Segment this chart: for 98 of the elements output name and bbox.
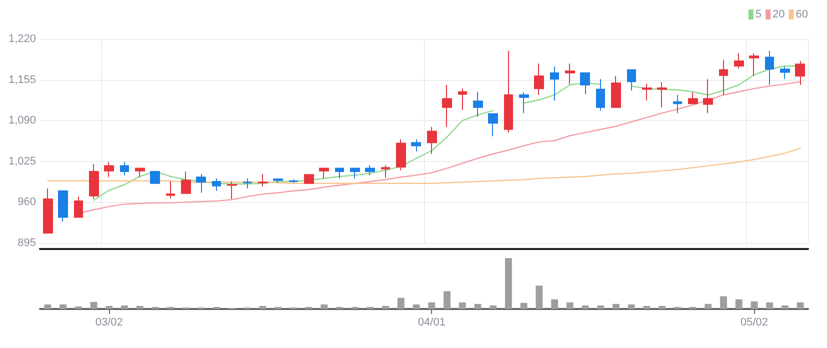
y-tick-label: 1,155	[8, 74, 36, 86]
x-tick-label: 05/02	[740, 316, 768, 328]
candlestick	[565, 62, 575, 85]
bar	[782, 305, 788, 309]
candlestick	[642, 83, 652, 102]
bar	[597, 305, 604, 309]
bar	[60, 304, 66, 309]
bar	[566, 302, 574, 309]
candlestick	[104, 162, 114, 178]
candlestick	[258, 173, 268, 188]
candlestick	[289, 179, 298, 184]
candlestick	[719, 59, 728, 96]
bar	[259, 306, 266, 309]
legend-label: 20	[772, 8, 785, 20]
bar	[444, 291, 450, 309]
candlestick	[519, 92, 529, 114]
candlestick	[734, 52, 744, 69]
candlestick	[580, 72, 590, 95]
candlestick	[765, 50, 774, 86]
candlestick	[627, 69, 636, 91]
bar	[106, 306, 113, 309]
candlestick	[550, 66, 559, 102]
candlestick	[135, 168, 145, 178]
bar	[412, 304, 420, 309]
candlestick	[411, 138, 421, 152]
bar	[551, 299, 558, 309]
candlestick	[120, 162, 129, 176]
candlestick	[442, 84, 452, 128]
bar	[398, 298, 404, 309]
candlestick	[335, 168, 344, 179]
bar	[44, 304, 52, 309]
candlestick	[212, 178, 221, 192]
x-tick-label: 03/02	[95, 316, 123, 328]
y-tick-label: 1,220	[8, 33, 36, 45]
bar	[628, 304, 635, 309]
candlestick	[780, 66, 790, 80]
bar	[582, 305, 589, 309]
candlestick	[89, 163, 99, 200]
bar	[520, 302, 528, 309]
bar	[704, 304, 712, 309]
candlestick	[749, 52, 759, 77]
bar	[766, 302, 774, 309]
bar	[428, 302, 436, 309]
candlestick	[227, 180, 237, 200]
y-tick-label: 1,090	[8, 114, 36, 127]
bar	[643, 306, 650, 309]
bar	[796, 302, 804, 309]
bar	[320, 304, 328, 309]
candlestick	[703, 78, 713, 114]
candlestick	[504, 50, 513, 134]
bar	[74, 306, 82, 309]
candlestick	[58, 190, 68, 222]
candlestick	[381, 164, 390, 178]
candlestick	[534, 62, 544, 96]
candlestick	[350, 168, 360, 179]
candlestick	[795, 60, 805, 86]
candlestick	[673, 94, 682, 114]
candlestick	[243, 178, 252, 189]
candlestick	[43, 188, 53, 234]
bar	[121, 305, 128, 309]
candlestick	[150, 170, 160, 184]
bar	[750, 301, 758, 309]
bar	[658, 306, 666, 309]
candlestick	[166, 180, 175, 199]
bar	[505, 258, 512, 309]
bar	[612, 304, 620, 309]
x-tick-label: 04/01	[418, 316, 446, 328]
bar	[490, 305, 497, 309]
candlestick	[396, 138, 406, 171]
candlestick	[196, 173, 206, 194]
bar	[720, 296, 727, 309]
candlestick	[688, 92, 698, 104]
legend-label: 5	[755, 8, 762, 20]
candlestick	[181, 170, 191, 194]
candlestick	[365, 164, 375, 176]
bar	[536, 286, 543, 309]
bar	[382, 306, 390, 309]
bar	[474, 304, 482, 309]
candlestick	[273, 178, 283, 184]
bar	[90, 302, 98, 309]
y-tick-label: 895	[18, 237, 36, 249]
y-tick-label: 960	[18, 196, 36, 208]
candlestick	[473, 91, 483, 118]
candlestick	[319, 168, 329, 179]
candlestick	[427, 126, 437, 154]
candlestick	[304, 174, 314, 184]
y-tick-label: 1,025	[8, 155, 36, 168]
candlestick	[596, 78, 605, 112]
line-series	[47, 148, 801, 184]
candlestick	[74, 196, 83, 218]
bar	[735, 299, 742, 309]
candlestick	[458, 88, 467, 110]
candlestick	[488, 113, 498, 137]
legend-label: 60	[796, 8, 808, 20]
bar	[458, 302, 466, 309]
bar	[136, 306, 144, 309]
candlestick	[611, 76, 621, 108]
candlestick	[657, 82, 667, 108]
